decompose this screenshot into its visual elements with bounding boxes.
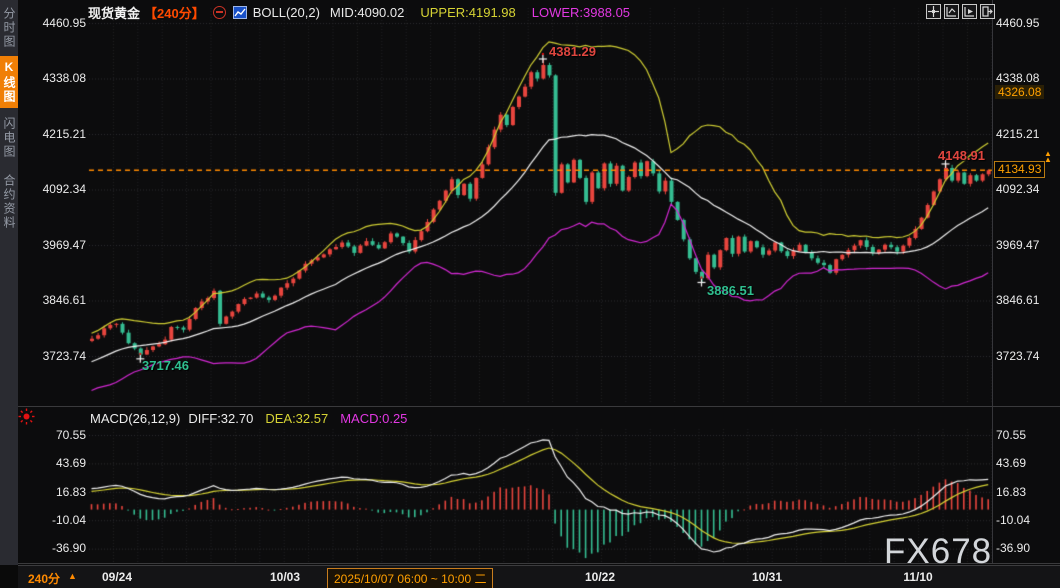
price-tick: 4338.08 [996,71,1040,85]
period-label[interactable]: 【240分】 [144,5,205,21]
macd-macd-value: MACD:0.25 [340,411,408,426]
chart-header: 现货黄金 【240分】 BOLL(20,2) MID:4090.02 UPPER… [88,3,630,21]
zoom-range-icon[interactable] [944,4,959,19]
price-tick: 3723.74 [996,349,1040,363]
mid-low-annotation: 3886.51 [707,283,754,298]
date-tick: 11/10 [903,570,933,584]
macd-tick: 43.69 [996,456,1027,470]
peak-price-annotation: 4381.29 [549,44,596,59]
price-up-arrow-icon: ▲ ▲ [1044,149,1052,164]
indicator-chart-icon[interactable] [232,5,247,19]
price-tick: 4092.34 [996,182,1040,196]
start-low-annotation: 3717.46 [142,358,189,373]
price-tick: 3969.47 [996,238,1040,252]
macd-tick: 16.83 [996,485,1027,499]
macd-tick: -10.04 [996,513,1031,527]
pane-divider [18,406,1060,407]
macd-tick: -36.90 [996,541,1031,555]
corner-block [0,565,18,588]
price-tick: 4460.95 [996,16,1040,30]
live-blink-icon [18,408,35,430]
date-tick: 10/03 [269,570,301,584]
price-tick: 3846.61 [996,293,1040,307]
macd-tick: 70.55 [55,428,86,442]
left-sidebar: 分时图 K线图 闪电图 合约资料 [0,0,18,565]
chart-toolbar [926,4,995,19]
time-axis-bar: 240分 ▲ 09/24 10/03 2025/10/07 06:00 ~ 10… [0,565,1060,588]
last-price-tag: 4134.93 [994,161,1046,178]
zoom-play-icon[interactable] [962,4,977,19]
sidebar-item-contract-info[interactable]: 合约资料 [2,174,16,230]
boll-lower-value: LOWER:3988.05 [531,4,631,20]
macd-tick: 70.55 [996,428,1027,442]
boll-upper-value: UPPER:4191.98 [420,4,516,20]
price-tick: 3723.74 [42,349,86,363]
macd-tick: 43.69 [55,456,86,470]
session-high-tag: 4326.08 [995,85,1045,99]
sidebar-item-timeshare[interactable]: 分时图 [2,7,16,49]
price-tick: 4215.21 [42,127,86,141]
date-tick: 09/24 [101,570,133,584]
price-tick: 3846.61 [42,293,86,307]
macd-tick: 16.83 [55,485,86,499]
price-tick: 4460.95 [42,16,86,30]
watermark: FX678 [884,532,993,571]
period-selector[interactable]: 240分 [28,572,61,586]
price-tick: 3969.47 [42,238,86,252]
macd-title: MACD(26,12,9) [90,411,181,426]
boll-indicator-title: BOLL(20,2) [252,4,320,20]
macd-dea-value: DEA:32.57 [265,411,329,426]
pan-crosshair-icon[interactable] [926,4,941,19]
macd-tick: -36.90 [51,541,86,555]
price-tick: 4215.21 [996,127,1040,141]
sidebar-item-lightning[interactable]: 闪电图 [2,117,16,159]
plot-right-border [992,0,993,563]
macd-tick: -10.04 [51,513,86,527]
date-tick: 10/22 [584,570,616,584]
date-tick: 10/31 [751,570,783,584]
sidebar-item-kline[interactable]: K线图 [0,56,18,108]
pane-divider [18,563,1060,564]
price-tick: 4092.34 [42,182,86,196]
macd-header: MACD(26,12,9) DIFF:32.70 DEA:32.57 MACD:… [90,411,407,426]
macd-diff-value: DIFF:32.70 [188,411,254,426]
price-tick: 4338.08 [42,71,86,85]
exit-expand-icon[interactable] [980,4,995,19]
remove-indicator-icon[interactable] [212,5,226,19]
period-dropdown-icon[interactable]: ▲ [68,571,77,581]
recent-high-annotation: 4148.91 [938,148,985,163]
boll-mid-value: MID:4090.02 [329,4,405,20]
symbol-name: 现货黄金 [88,5,141,21]
selected-bar-range: 2025/10/07 06:00 ~ 10:00 二 [327,568,494,588]
